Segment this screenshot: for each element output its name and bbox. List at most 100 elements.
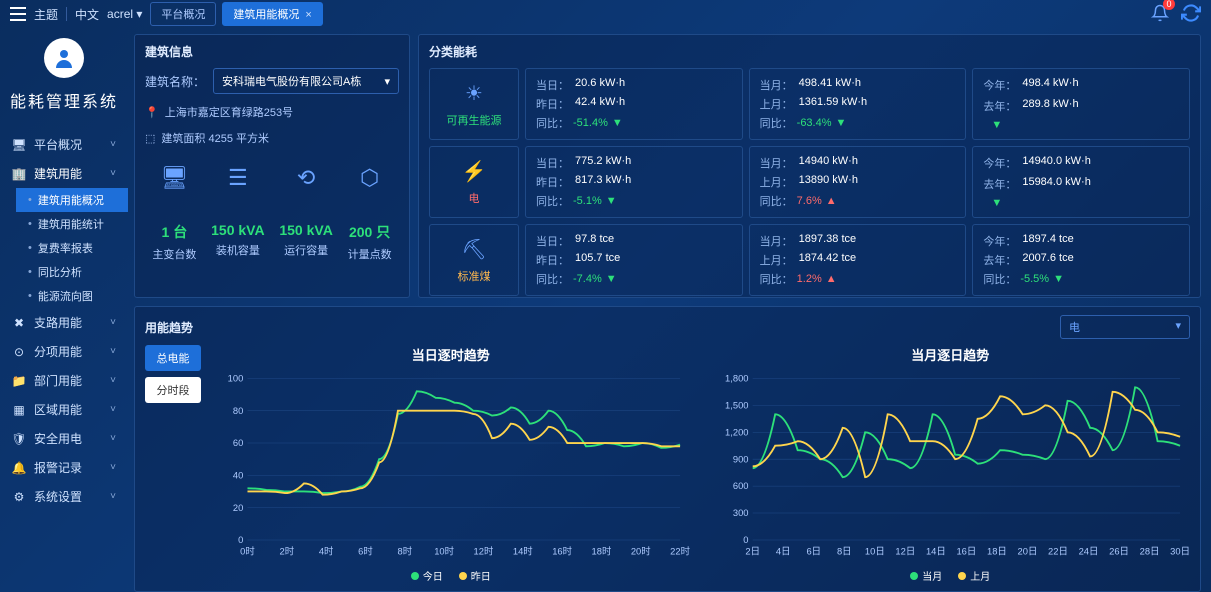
energy-category-panel: 分类能耗 ☀可再生能源 当日：20.6 kW·h 昨日：42.4 kW·h 同比… — [418, 34, 1201, 298]
chevron-down-icon: ▾ — [1175, 319, 1181, 335]
refresh-icon[interactable] — [1181, 3, 1201, 26]
svg-text:14时: 14时 — [513, 546, 533, 557]
category-head: ⚡电 — [429, 146, 519, 218]
stat-value: 200 只 — [348, 222, 392, 242]
nav-subitem[interactable]: 能源流向图 — [16, 284, 128, 308]
nav-item[interactable]: 🔔报警记录˅ — [0, 453, 128, 482]
category-cell: 今年：498.4 kW·h 去年：289.8 kW·h ▼ — [972, 68, 1190, 140]
nav-subitem[interactable]: 建筑用能概况 — [16, 188, 128, 212]
category-head: ☀可再生能源 — [429, 68, 519, 140]
category-cell: 当日：775.2 kW·h 昨日：817.3 kW·h 同比：-5.1%▼ — [525, 146, 743, 218]
trend-panel: 用能趋势 电 ▾ 总电能分时段 当日逐时趋势 0204060801000时2时4… — [134, 306, 1201, 592]
chevron-down-icon: ▾ — [384, 75, 390, 88]
svg-text:10日: 10日 — [864, 547, 884, 557]
sidebar: 能耗管理系统 🖥平台概况˅🏢建筑用能˅建筑用能概况建筑用能统计复费率报表同比分析… — [0, 28, 128, 592]
nav-item[interactable]: ⊙分项用能˅ — [0, 337, 128, 366]
svg-text:28日: 28日 — [1139, 547, 1159, 557]
chart-hourly: 当日逐时趋势 0204060801000时2时4时6时8时10时12时14时16… — [211, 345, 691, 583]
bell-icon: 🔔 — [12, 461, 26, 475]
svg-text:18日: 18日 — [987, 547, 1007, 557]
svg-text:60: 60 — [233, 438, 243, 448]
folder-icon: 📁 — [12, 374, 26, 388]
chevron-icon: ˅ — [110, 491, 116, 502]
nav-item[interactable]: 📁部门用能˅ — [0, 366, 128, 395]
trend-title: 用能趋势 — [145, 319, 193, 336]
chevron-icon: ˅ — [110, 168, 116, 179]
user-label[interactable]: acrel ▾ — [107, 7, 142, 21]
category-head: ⛏标准煤 — [429, 224, 519, 296]
nav-item[interactable]: ⚙系统设置˅ — [0, 482, 128, 511]
svg-text:100: 100 — [228, 374, 244, 384]
nav-item[interactable]: 🏢建筑用能˅ — [0, 159, 128, 188]
svg-text:8时: 8时 — [397, 546, 412, 557]
category-cell: 当月：1897.38 tce 上月：1874.42 tce 同比：1.2%▲ — [749, 224, 967, 296]
svg-text:40: 40 — [233, 470, 243, 480]
tab[interactable]: 平台概况 — [150, 2, 216, 26]
nav-subitem[interactable]: 同比分析 — [16, 260, 128, 284]
notification-icon[interactable]: 0 — [1151, 4, 1169, 25]
category-cell: 当日：20.6 kW·h 昨日：42.4 kW·h 同比：-51.4%▼ — [525, 68, 743, 140]
stat-label: 运行容量 — [279, 242, 332, 258]
svg-text:0: 0 — [238, 535, 243, 545]
svg-text:300: 300 — [732, 508, 748, 518]
building-select[interactable]: 安科瑞电气股份有限公司A栋 ▾ — [213, 68, 399, 94]
svg-text:20日: 20日 — [1017, 547, 1037, 557]
category-icon: ⛏ — [461, 237, 486, 262]
building-icon: 🏢 — [12, 167, 26, 181]
chart-daily-title: 当月逐日趋势 — [711, 345, 1191, 364]
svg-text:12日: 12日 — [895, 547, 915, 557]
building-area: 建筑面积 4255 平方米 — [161, 130, 269, 146]
chevron-icon: ˅ — [110, 139, 116, 150]
svg-text:4时: 4时 — [319, 546, 334, 557]
stat-value: 150 kVA — [211, 222, 264, 238]
nav-item[interactable]: ✖支路用能˅ — [0, 308, 128, 337]
chevron-icon: ˅ — [110, 462, 116, 473]
nav-item[interactable]: ▦区域用能˅ — [0, 395, 128, 424]
svg-text:0时: 0时 — [240, 546, 255, 557]
nav-subitem[interactable]: 复费率报表 — [16, 236, 128, 260]
nav-item[interactable]: 🛡安全用电˅ — [0, 424, 128, 453]
category-cell: 今年：1897.4 tce 去年：2007.6 tce 同比：-5.5%▼ — [972, 224, 1190, 296]
legend-item: 当月 — [910, 568, 942, 583]
branch-icon: ✖ — [12, 316, 26, 330]
chevron-icon: ˅ — [110, 317, 116, 328]
divider — [66, 7, 67, 21]
tab[interactable]: 建筑用能概况× — [222, 2, 322, 26]
gear-icon: ⚙ — [12, 490, 26, 504]
location-icon: 📍 — [145, 106, 159, 119]
theme-label[interactable]: 主题 — [34, 6, 58, 23]
menu-toggle-icon[interactable] — [10, 7, 26, 21]
legend-item: 今日 — [411, 568, 443, 583]
svg-text:600: 600 — [732, 481, 748, 491]
topbar: 主题 中文 acrel ▾ 平台概况建筑用能概况× 0 — [0, 0, 1211, 28]
legend-item: 上月 — [958, 568, 990, 583]
trend-type-select[interactable]: 电 ▾ — [1060, 315, 1190, 339]
building-name-label: 建筑名称： — [145, 73, 205, 90]
trend-mode-button[interactable]: 总电能 — [145, 345, 201, 371]
chart-hourly-title: 当日逐时趋势 — [211, 345, 691, 364]
category-cell: 今年：14940.0 kW·h 去年：15984.0 kW·h ▼ — [972, 146, 1190, 218]
svg-text:6日: 6日 — [806, 547, 821, 557]
nav-item[interactable]: 🖥平台概况˅ — [0, 130, 128, 159]
chevron-icon: ˅ — [110, 375, 116, 386]
stat-icon: ⬡ — [348, 164, 392, 192]
monitor-icon: 🖥 — [12, 138, 26, 152]
trend-mode-button[interactable]: 分时段 — [145, 377, 201, 403]
stat-value: 1 台 — [152, 222, 196, 242]
stat-icon: ⟲ — [279, 164, 332, 192]
nav-subitem[interactable]: 建筑用能统计 — [16, 212, 128, 236]
stat-icon: ☰ — [211, 164, 264, 192]
stat-label: 主变台数 — [152, 246, 196, 262]
stat-label: 计量点数 — [348, 246, 392, 262]
close-icon[interactable]: × — [305, 9, 311, 21]
category-icon: ⚡ — [462, 159, 487, 184]
lang-label[interactable]: 中文 — [75, 6, 99, 23]
chart-daily: 当月逐日趋势 03006009001,2001,5001,8002日4日6日8日… — [711, 345, 1191, 583]
building-info-panel: 建筑信息 建筑名称： 安科瑞电气股份有限公司A栋 ▾ 📍上海市嘉定区育绿路253… — [134, 34, 410, 298]
svg-text:1,200: 1,200 — [725, 427, 748, 437]
svg-text:2日: 2日 — [745, 547, 760, 557]
category-cell: 当月：498.41 kW·h 上月：1361.59 kW·h 同比：-63.4%… — [749, 68, 967, 140]
notification-badge: 0 — [1163, 0, 1175, 10]
svg-text:20: 20 — [233, 503, 243, 513]
stat-icon: 🖥 — [152, 164, 196, 192]
